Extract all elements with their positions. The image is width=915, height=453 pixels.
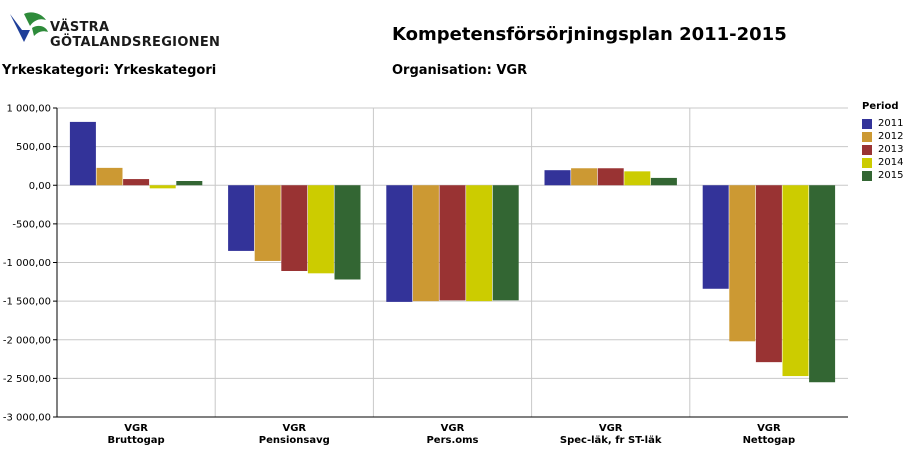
category-label-line2: Spec-läk, fr ST-läk bbox=[560, 435, 662, 446]
category-label-line1: VGR bbox=[757, 423, 781, 434]
logo-line-1: VÄSTRA bbox=[50, 20, 110, 35]
bar-2014-2 bbox=[466, 185, 493, 302]
category-label-line1: VGR bbox=[124, 423, 148, 434]
y-tick-label: -3 000,00 bbox=[3, 413, 51, 424]
legend-swatch bbox=[862, 157, 872, 168]
bar-2015-4 bbox=[809, 185, 836, 383]
bar-2015-0 bbox=[176, 181, 203, 186]
bar-2013-4 bbox=[755, 185, 782, 363]
y-tick-label: -2 000,00 bbox=[3, 335, 51, 346]
bar-2014-1 bbox=[307, 185, 334, 274]
category-label-line2: Bruttogap bbox=[108, 435, 165, 446]
logo-text: VÄSTRA GÖTALANDSREGIONEN bbox=[50, 20, 220, 50]
category-label-line2: Pers.oms bbox=[426, 435, 478, 446]
legend-item-2013: 2013 bbox=[862, 143, 903, 156]
legend-swatch bbox=[862, 170, 872, 181]
chart-title: Kompetensförsörjningsplan 2011-2015 bbox=[392, 24, 787, 45]
legend-item-2011: 2011 bbox=[862, 117, 903, 130]
organisation-label: Organisation: VGR bbox=[392, 63, 528, 78]
y-tick-label: 1 000,00 bbox=[6, 104, 51, 115]
bar-2011-2 bbox=[386, 185, 413, 302]
legend-title: Period bbox=[862, 101, 899, 112]
bar-2012-0 bbox=[96, 167, 123, 186]
category-label-line1: VGR bbox=[599, 423, 623, 434]
bar-2013-2 bbox=[439, 185, 466, 301]
bar-2012-3 bbox=[571, 168, 598, 186]
category-label: Yrkeskategori: Yrkeskategori bbox=[2, 63, 217, 78]
category-label-line2: Pensionsavg bbox=[259, 435, 330, 446]
legend-label: 2011 bbox=[878, 118, 904, 129]
bar-2011-4 bbox=[702, 185, 729, 289]
bar-2012-1 bbox=[254, 185, 281, 261]
y-tick-label: -2 500,00 bbox=[3, 374, 51, 385]
legend-item-2014: 2014 bbox=[862, 156, 903, 169]
legend: Period 2011 2012 2013 2014 2015 bbox=[862, 101, 903, 182]
bar-2012-2 bbox=[412, 185, 439, 302]
bar-2012-4 bbox=[729, 185, 756, 342]
y-tick-label: -1 500,00 bbox=[3, 297, 51, 308]
bar-2013-1 bbox=[281, 185, 308, 271]
vgr-logo: VÄSTRA GÖTALANDSREGIONEN bbox=[2, 8, 242, 58]
logo-line-2: GÖTALANDSREGIONEN bbox=[50, 35, 221, 50]
legend-label: 2013 bbox=[878, 144, 904, 155]
legend-item-2012: 2012 bbox=[862, 130, 903, 143]
legend-swatch bbox=[862, 118, 872, 129]
bar-2015-1 bbox=[334, 185, 361, 280]
y-tick-label: 500,00 bbox=[16, 142, 51, 153]
bar-2014-4 bbox=[782, 185, 809, 377]
category-label-line1: VGR bbox=[441, 423, 465, 434]
vgr-logo-icon bbox=[10, 12, 48, 42]
bar-2013-0 bbox=[123, 179, 150, 186]
bar-2014-3 bbox=[624, 171, 651, 186]
legend-label: 2014 bbox=[878, 157, 904, 168]
y-tick-label: 0,00 bbox=[29, 181, 51, 192]
category-label-line2: Nettogap bbox=[743, 435, 796, 446]
legend-item-2015: 2015 bbox=[862, 169, 903, 182]
legend-swatch bbox=[862, 144, 872, 155]
bar-2014-0 bbox=[149, 185, 176, 189]
legend-swatch bbox=[862, 131, 872, 142]
bar-2013-3 bbox=[597, 168, 624, 186]
bar-2011-3 bbox=[544, 170, 571, 186]
legend-label: 2012 bbox=[878, 131, 904, 142]
bar-2011-1 bbox=[228, 185, 255, 251]
y-tick-label: -1 000,00 bbox=[3, 258, 51, 269]
y-tick-label: -500,00 bbox=[12, 219, 51, 230]
legend-label: 2015 bbox=[878, 170, 904, 181]
category-label-line1: VGR bbox=[282, 423, 306, 434]
bar-2015-3 bbox=[650, 177, 677, 186]
bar-2015-2 bbox=[492, 185, 519, 301]
bar-2011-0 bbox=[69, 121, 96, 186]
